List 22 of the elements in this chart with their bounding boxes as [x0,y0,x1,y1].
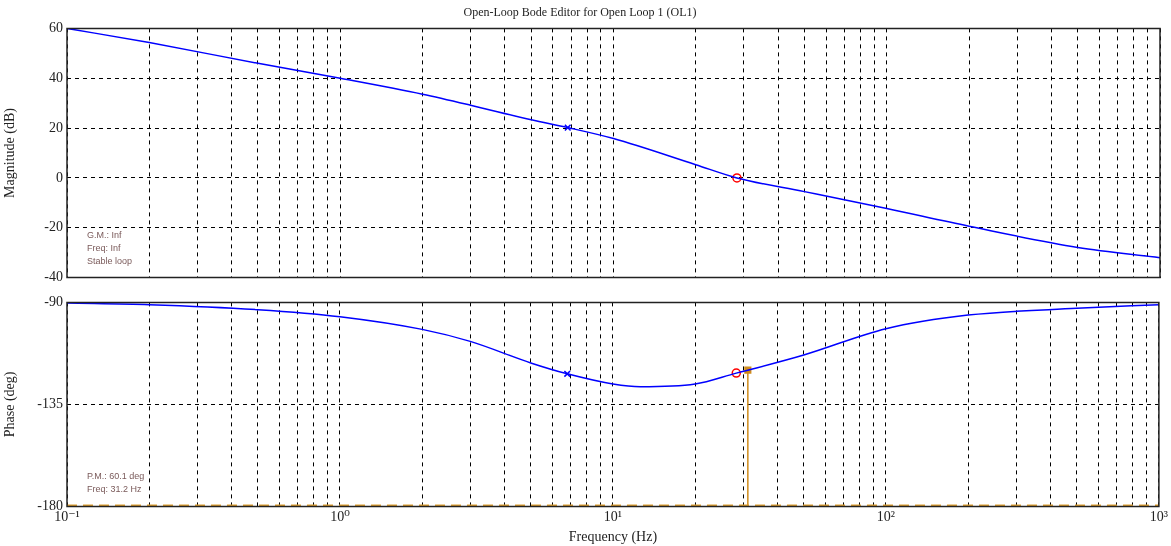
y-tick-label: -90 [44,294,63,310]
annotation: Freq: Inf [87,242,122,253]
y-tick-label: 0 [56,169,63,185]
x-axis-title: Frequency (Hz) [568,529,658,546]
annotation: Stable loop [87,255,133,266]
x-tick-label: 10⁻¹ [54,509,80,525]
x-tick-label: 10¹ [603,509,623,525]
y-axis-title: Magnitude (dB) [2,107,19,198]
annotation: P.M.: 60.1 deg [87,471,145,482]
y-tick-label: -20 [44,219,63,235]
chart-title: Open-Loop Bode Editor for Open Loop 1 (OL1) [463,5,697,20]
x-tick-label: 10² [876,509,896,525]
y-axis-title: Phase (deg) [2,371,19,438]
y-tick-label: 20 [49,119,63,135]
y-tick-label: -135 [37,396,63,412]
x-tick-label: 10³ [1149,509,1168,525]
annotation: Freq: 31.2 Hz [87,484,143,495]
x-tick-label: 10⁰ [330,509,351,525]
y-tick-label: -40 [44,269,63,285]
annotation: G.M.: Inf [87,229,123,240]
y-tick-label: 40 [49,69,63,85]
y-tick-label: 60 [49,20,63,36]
